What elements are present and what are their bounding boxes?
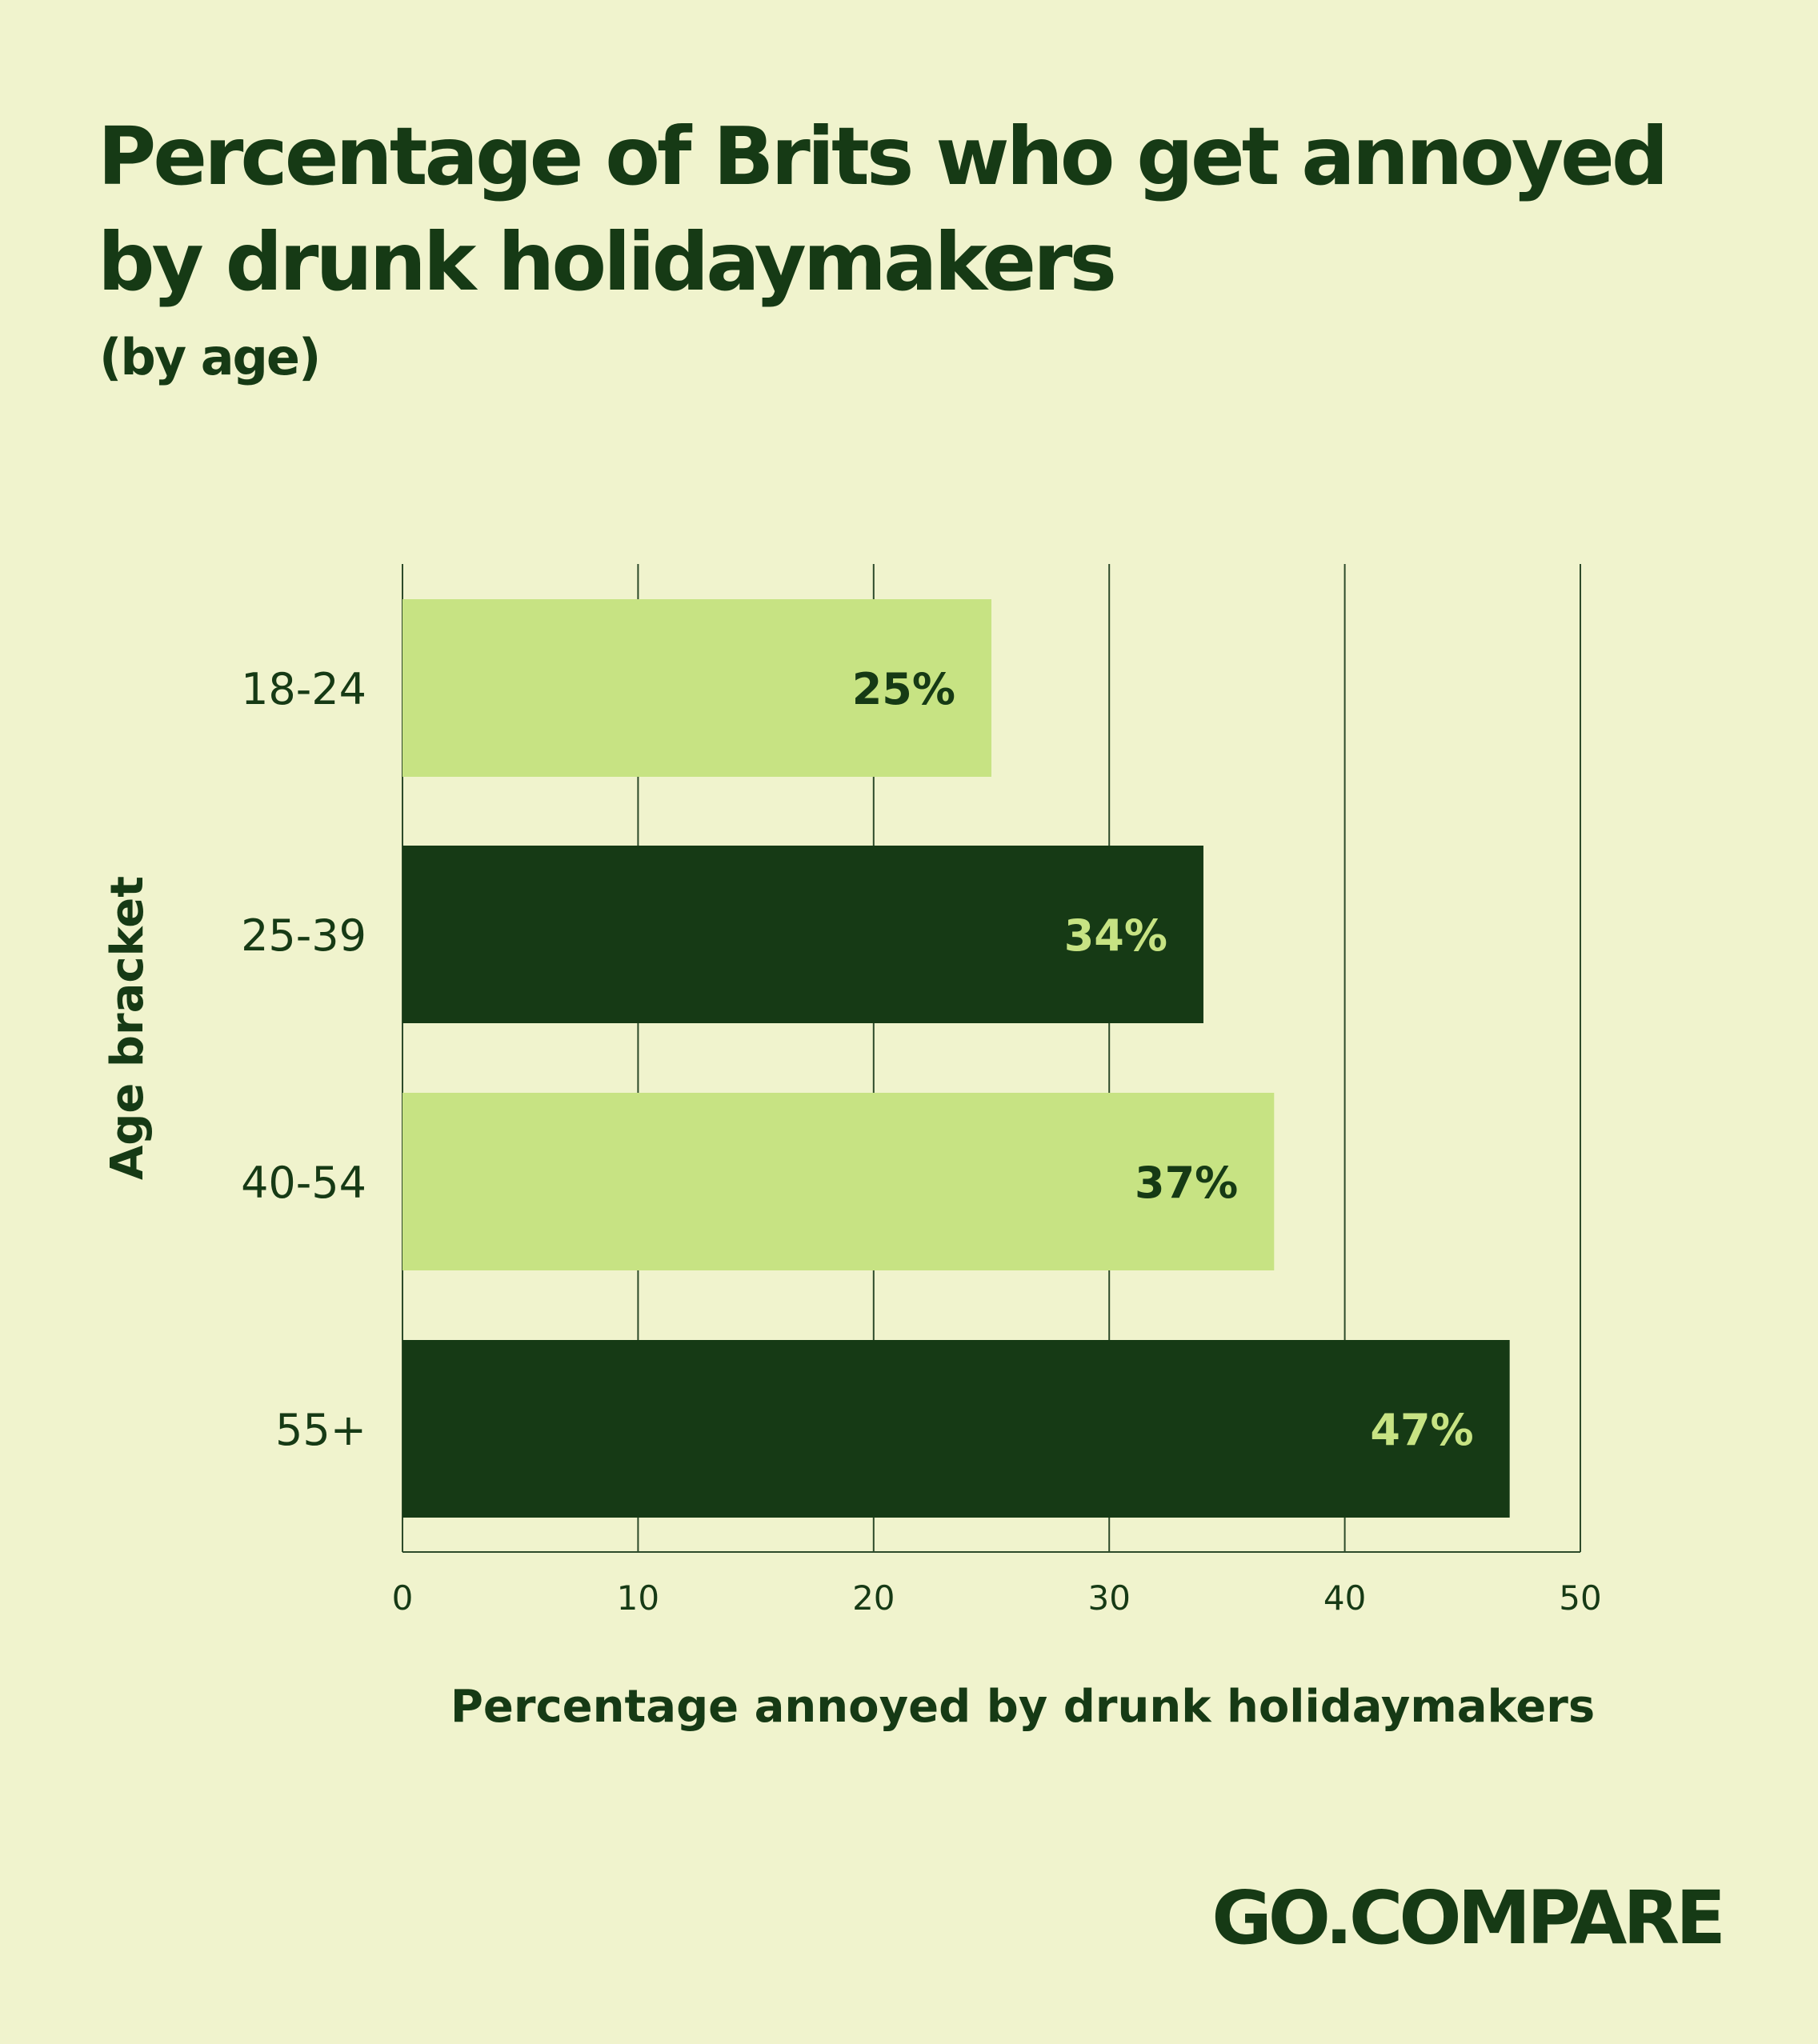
x-axis-title: Percentage annoyed by drunk holidaymaker…	[450, 1681, 1595, 1733]
x-tick-label: 40	[1323, 1578, 1366, 1618]
bar-18-24	[402, 599, 991, 777]
x-tick-label: 30	[1087, 1578, 1130, 1618]
data-label: 47%	[1370, 1405, 1473, 1455]
x-tick-label: 20	[852, 1578, 895, 1618]
bar-25-39	[402, 846, 1203, 1023]
y-tick-label: 18-24	[241, 664, 366, 714]
bar-40-54	[402, 1093, 1275, 1270]
gocompare-logo: GO.COMPARE	[1211, 1876, 1722, 1956]
x-tick-label: 50	[1559, 1578, 1601, 1618]
y-axis-title: Age bracket	[102, 876, 154, 1180]
y-tick-label: 55+	[275, 1405, 366, 1455]
bar-55+	[402, 1340, 1510, 1518]
data-label: 34%	[1064, 910, 1167, 961]
bars	[402, 599, 1510, 1518]
x-tick-label: 0	[392, 1578, 414, 1618]
brand-wordmark: GO.COMPARE	[1211, 1876, 1722, 1956]
x-tick-label: 10	[617, 1578, 659, 1618]
labels: 0 10 20 30 40 50 18-24 25% 25-39 34% 40-54 37% 55+ 47…	[241, 664, 1602, 1618]
y-tick-label: 25-39	[241, 910, 366, 961]
chart-title: Percentage of Brits who get annoyed by d…	[98, 110, 1668, 309]
data-label: 25%	[852, 664, 955, 714]
y-tick-label: 40-54	[241, 1158, 366, 1208]
chart-subtitle: (by age)	[99, 328, 321, 386]
data-label: 37%	[1135, 1158, 1238, 1208]
